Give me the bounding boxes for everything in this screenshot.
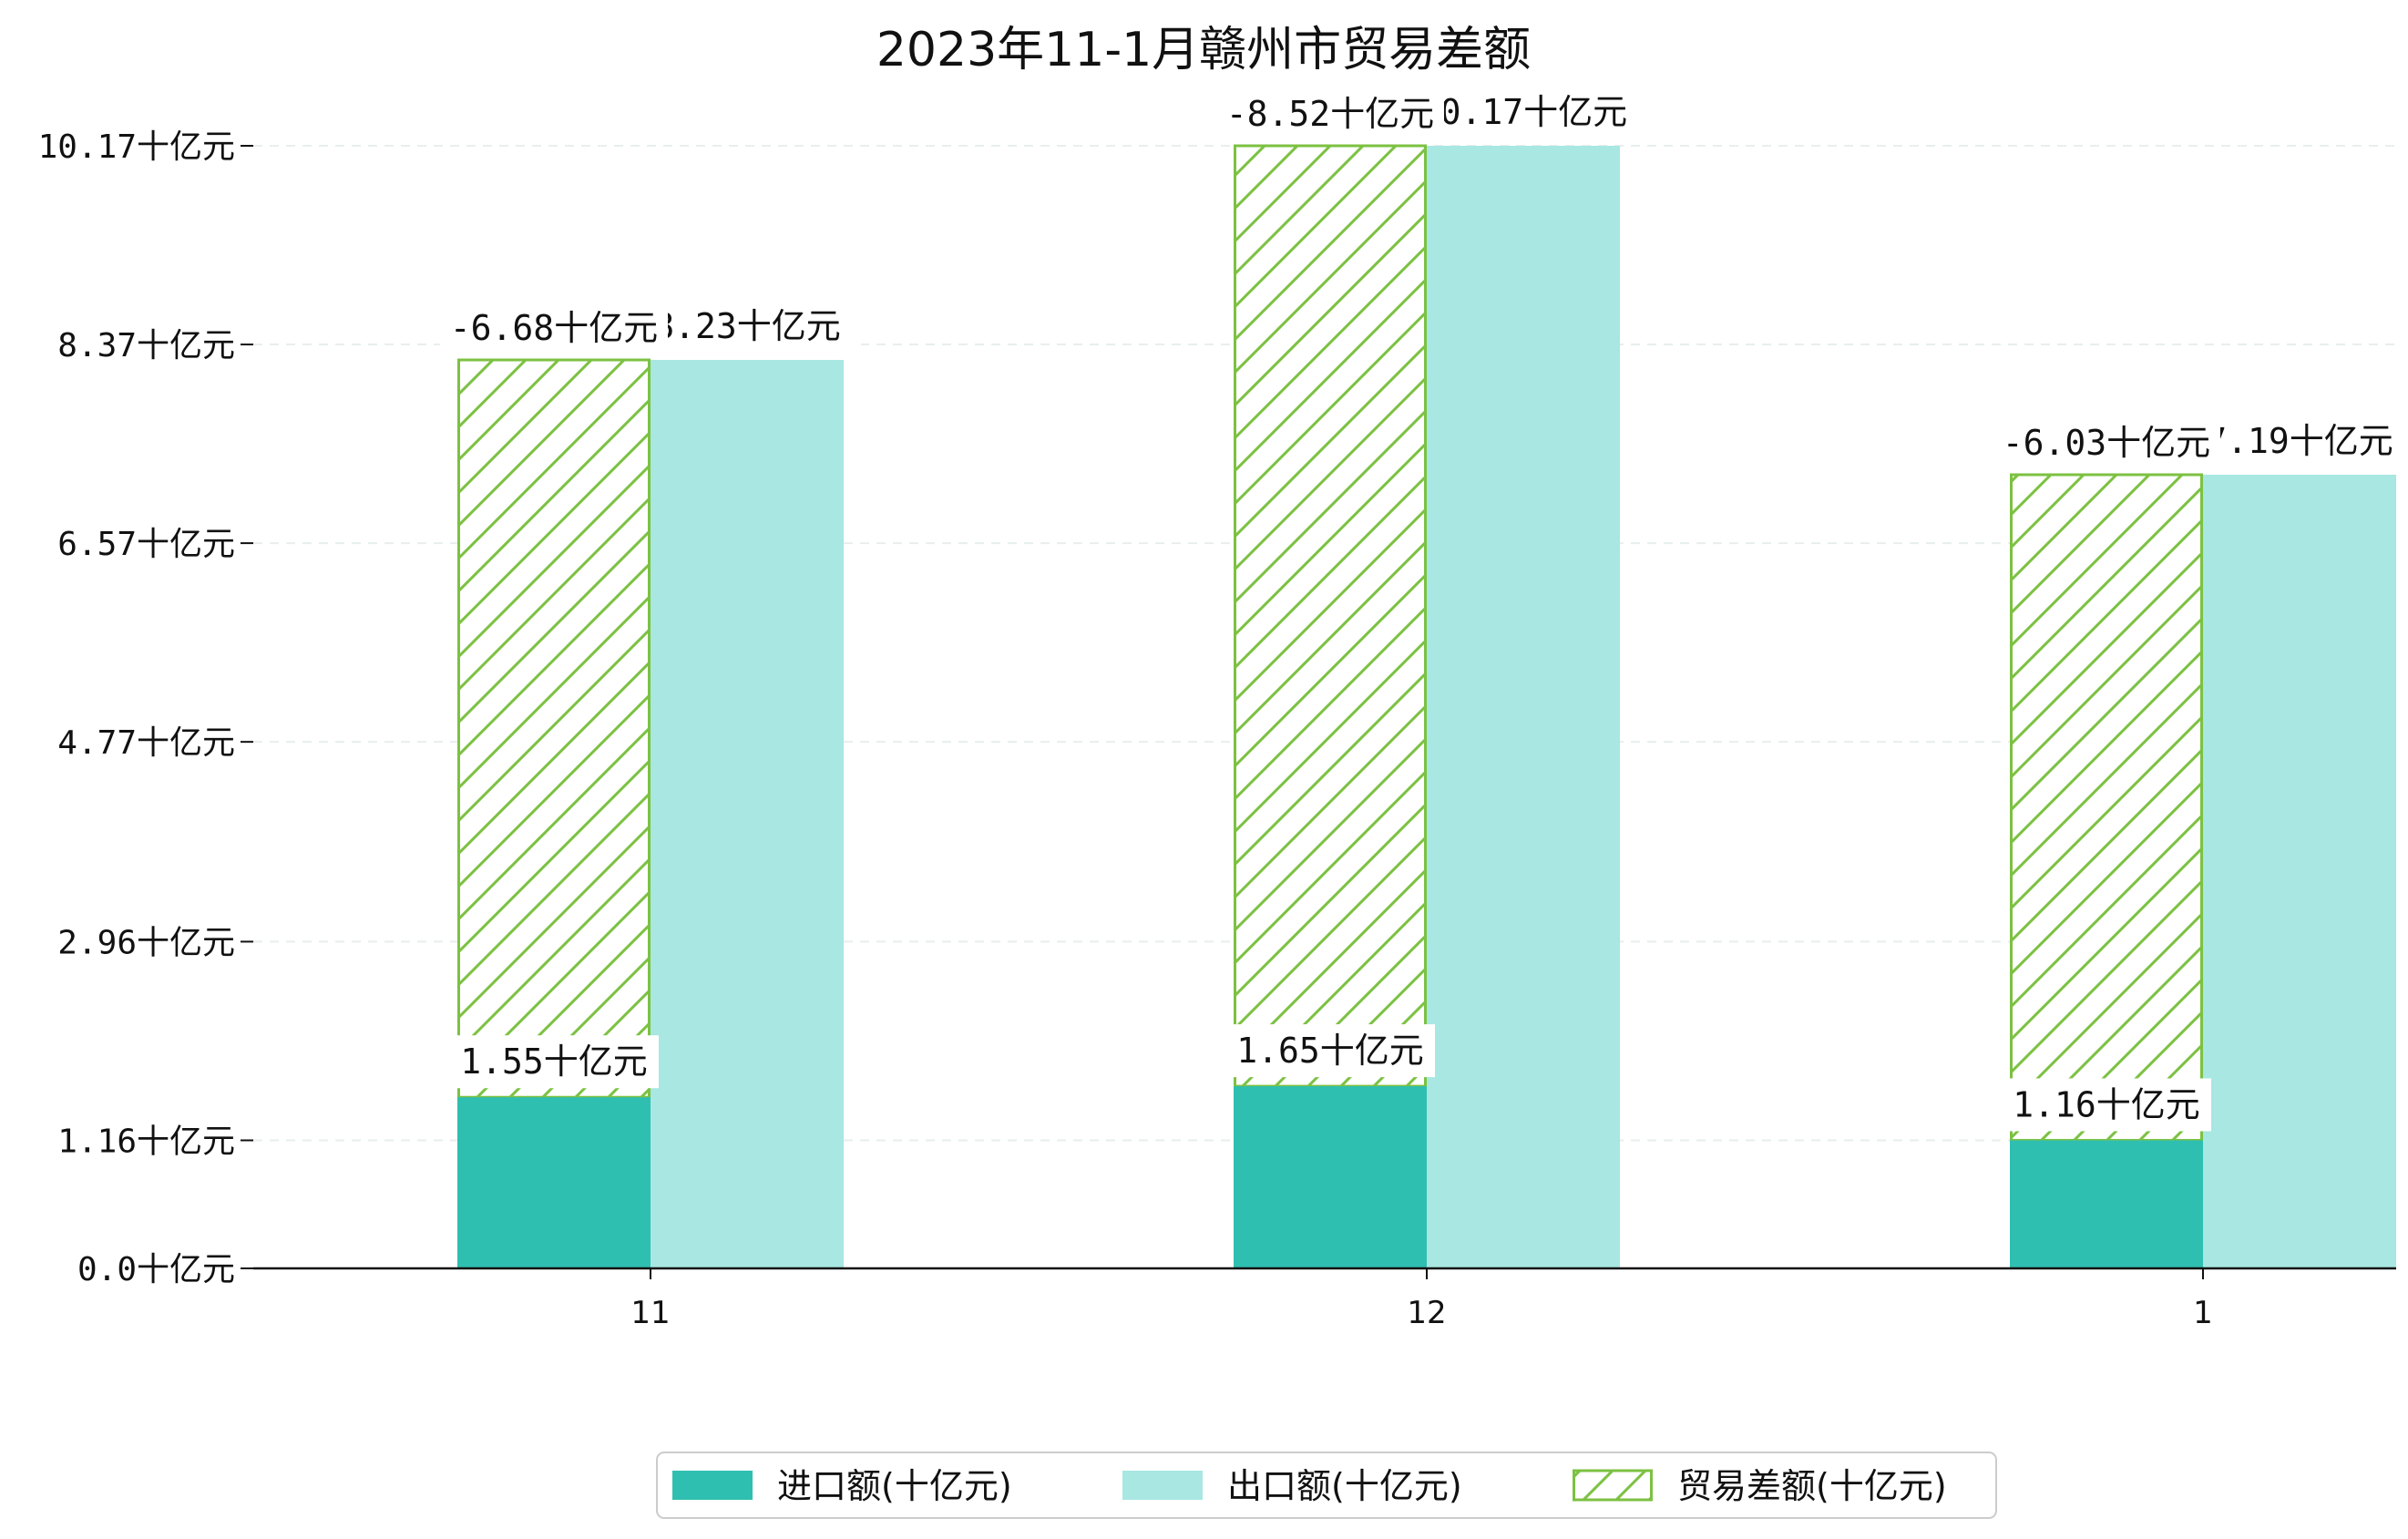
export-bar — [651, 360, 844, 1268]
import-value-label: 1.16十亿元 — [2013, 1084, 2200, 1124]
y-tick-label: 0.0十亿元 — [77, 1251, 235, 1288]
import-value-label-bg — [2002, 1078, 2211, 1132]
legend-swatch-import — [672, 1471, 753, 1500]
axes: 0.0十亿元 1.16十亿元 2.96十亿元 4.77十亿元 6.57十亿元 8.37十亿… — [38, 128, 2396, 1331]
trade-balance-bar — [1234, 144, 1427, 1088]
import-value-label: 1.65十亿元 — [1236, 1031, 1424, 1071]
export-value-label-bg — [2186, 414, 2408, 467]
trade-balance-value-label-bg — [1216, 87, 1444, 140]
legend-swatch-export — [1122, 1471, 1203, 1500]
export-bar — [2203, 474, 2396, 1268]
import-bar — [457, 1097, 651, 1268]
y-tick-label: 8.37十亿元 — [57, 327, 235, 364]
data-labels: 8.23十亿元-6.68十亿元 1.55十亿元 10.17十亿元-8.52十亿元 1.… — [440, 86, 2408, 1132]
legend-box — [656, 1452, 1997, 1519]
y-tick-label: 6.57十亿元 — [57, 526, 235, 563]
import-bar — [1234, 1086, 1427, 1268]
import-bar — [2010, 1140, 2203, 1268]
bars — [457, 144, 2396, 1268]
legend-swatch-trade-balance — [1573, 1469, 1653, 1502]
trade-balance-value-label-bg — [440, 302, 668, 355]
trade-balance-bar — [457, 358, 651, 1099]
legend: 进口额(十亿元) 出口额(十亿元) 贸易差额(十亿元) — [656, 1452, 1997, 1519]
y-tick-label: 4.77十亿元 — [57, 724, 235, 762]
y-tick-label: 1.16十亿元 — [57, 1123, 235, 1160]
y-tick-label: 2.96十亿元 — [57, 924, 235, 961]
export-value-label: 7.19十亿元 — [2206, 421, 2393, 461]
import-value-label: 1.55十亿元 — [460, 1041, 648, 1082]
export-value-label: 10.17十亿元 — [1419, 92, 1627, 132]
export-bar — [1427, 146, 1620, 1268]
legend-label-balance: 贸易差额(十亿元) — [1677, 1466, 1947, 1506]
export-value-label-bg — [633, 300, 861, 354]
export-value-label-bg — [1409, 86, 1637, 139]
y-tick-label: 10.17十亿元 — [38, 128, 235, 166]
x-tick-label: 1 — [2193, 1295, 2213, 1331]
legend-label-import: 进口额(十亿元) — [777, 1466, 1012, 1506]
export-value-label: 8.23十亿元 — [653, 306, 841, 346]
import-value-label-bg — [449, 1035, 659, 1089]
chart-title: 2023年11-1月赣州市贸易差额 — [876, 23, 1531, 77]
import-value-label-bg — [1225, 1024, 1435, 1078]
trade-balance-bar — [2010, 473, 2203, 1142]
trade-balance-value-label: -6.03十亿元 — [2003, 423, 2210, 463]
x-tick-label: 11 — [630, 1295, 670, 1331]
trade-balance-value-label: -6.68十亿元 — [450, 308, 658, 348]
trade-balance-value-label: -8.52十亿元 — [1226, 94, 1434, 134]
trade-balance-value-label-bg — [1993, 416, 2220, 469]
legend-label-export: 出口额(十亿元) — [1227, 1466, 1462, 1506]
x-tick-label: 12 — [1407, 1295, 1446, 1331]
